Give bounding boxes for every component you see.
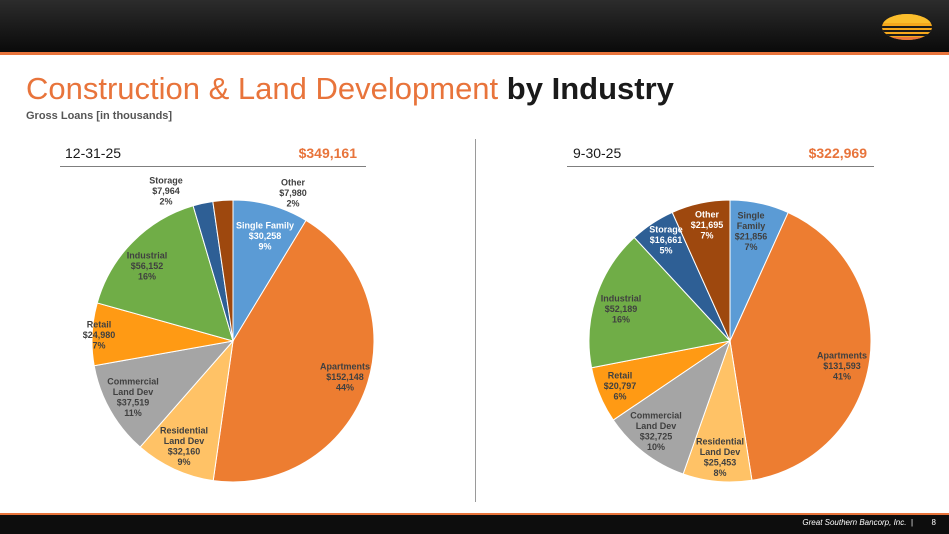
- slice-label-residential: Residential Land Dev $25,453 8%: [696, 436, 744, 478]
- footer-bar: [0, 515, 949, 534]
- page-title: Construction & Land Development by Indus…: [26, 70, 674, 108]
- pie-slice-apartments: [212, 219, 375, 483]
- slice-label-commercial: Commercial Land Dev $32,725 10%: [630, 410, 682, 452]
- title-main: Construction & Land Development: [26, 71, 499, 106]
- slice-label-single-family: Single Family $30,258 9%: [236, 221, 294, 252]
- vertical-divider: [475, 139, 476, 502]
- chart-date-left: 12-31-25: [65, 145, 122, 161]
- header-rule-right: [567, 166, 874, 167]
- slice-label-retail: Retail $24,980 7%: [83, 320, 116, 351]
- slice-label-apartments: Apartments $131,593 41%: [817, 351, 867, 382]
- slice-label-single: Single Family $21,856 7%: [735, 210, 768, 252]
- footer-accent-line: [0, 513, 949, 515]
- pie-slice-industrial: [588, 236, 731, 369]
- chart-header-right: 9-30-25 $322,969: [573, 143, 867, 163]
- top-accent-line: [0, 52, 949, 55]
- slice-label-other: Other $21,695 7%: [691, 210, 724, 241]
- slice-label-commercial: Commercial Land Dev $37,519 11%: [107, 376, 159, 418]
- slice-label-residential: Residential Land Dev $32,160 9%: [160, 425, 208, 467]
- footer-company: Great Southern Bancorp, Inc. |: [802, 518, 913, 527]
- slice-label-apartments: Apartments $152,148 44%: [320, 362, 370, 393]
- pie-slice-other: [671, 199, 731, 342]
- slice-label-industrial: Industrial $56,152 16%: [127, 251, 168, 282]
- slice-label-storage: Storage $16,661 5%: [649, 225, 683, 256]
- pie-slice-commercial: [612, 339, 731, 475]
- slice-label-other: Other $7,980 2%: [279, 178, 307, 209]
- pie-slice-commercial: [93, 340, 235, 448]
- chart-date-right: 9-30-25: [573, 145, 622, 161]
- chart-total-right: $322,969: [808, 145, 867, 161]
- top-banner: [0, 0, 949, 52]
- page-number: 8: [931, 518, 936, 527]
- pie-slice-apartments: [729, 211, 872, 481]
- slice-label-storage: Storage $7,964 2%: [149, 176, 183, 207]
- chart-total-left: $349,161: [298, 145, 357, 161]
- header-rule-left: [60, 166, 366, 167]
- pie-slice-industrial: [96, 205, 234, 342]
- company-logo-icon: [882, 14, 932, 40]
- title-bold: by Industry: [506, 71, 674, 106]
- slice-label-retail: Retail $20,797 6%: [604, 371, 637, 402]
- page-subtitle: Gross Loans [in thousands]: [26, 110, 173, 122]
- pie-slice-other: [212, 199, 234, 342]
- chart-header-left: 12-31-25 $349,161: [65, 143, 357, 163]
- slice-label-industrial: Industrial $52,189 16%: [601, 294, 642, 325]
- pie-slice-residential: [139, 339, 234, 482]
